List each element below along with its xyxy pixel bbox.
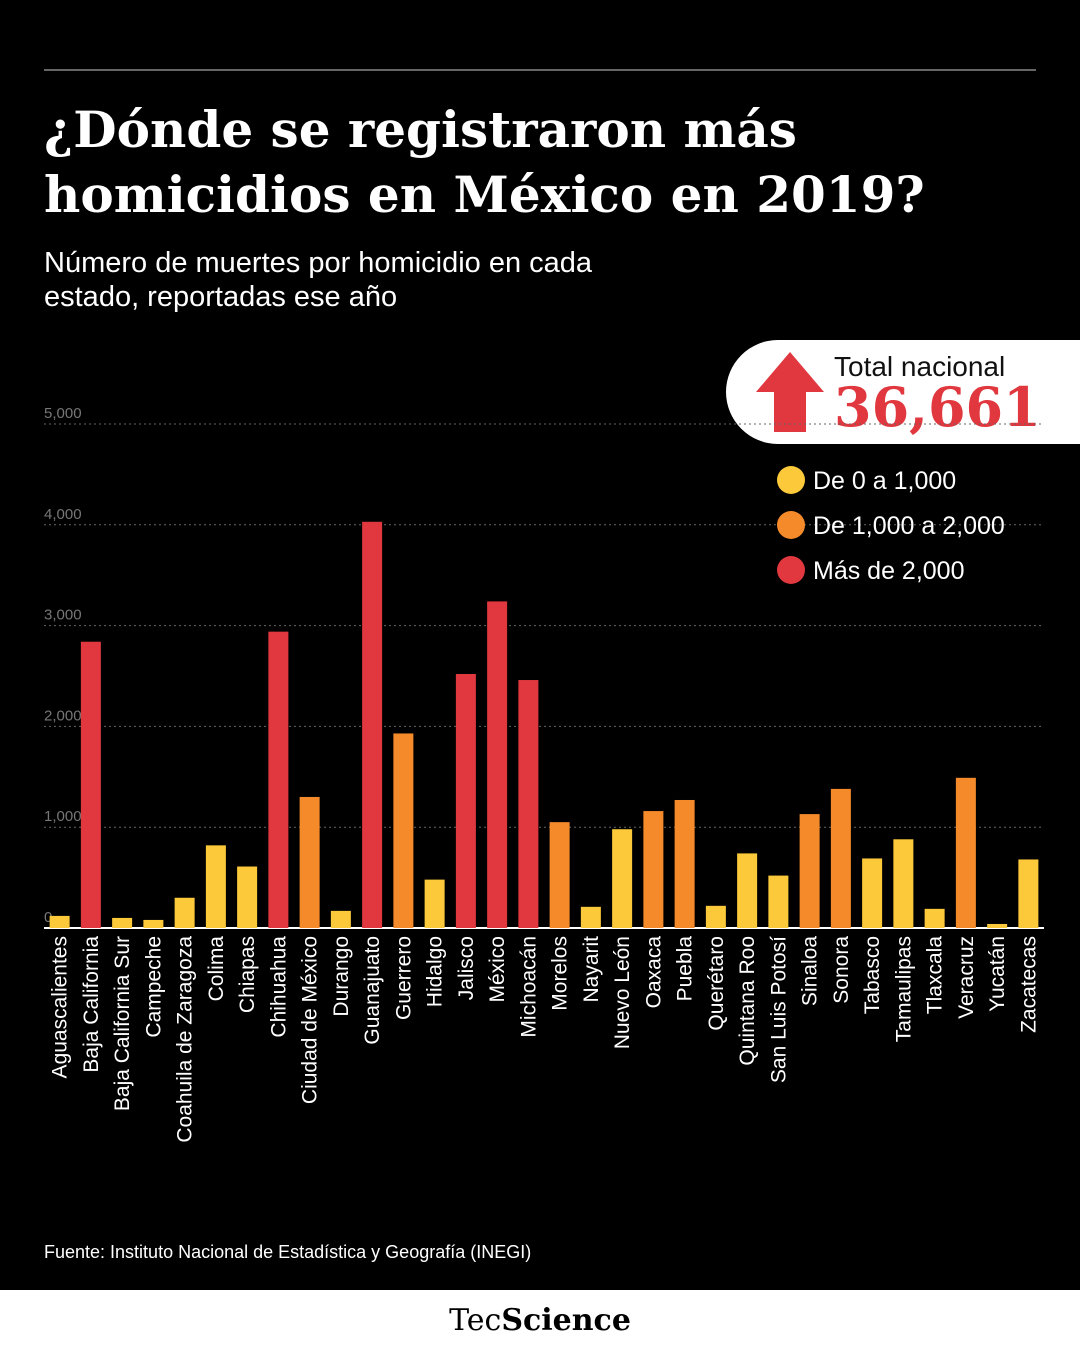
total-value: 36,661 <box>834 375 1041 439</box>
y-tick-label: 5,000 <box>44 405 82 422</box>
bar <box>830 788 851 928</box>
bar <box>424 879 445 928</box>
title-line: homicidios en México en 2019? <box>44 165 925 224</box>
x-tick-label: Jalisco <box>455 936 478 1000</box>
source: Fuente: Instituto Nacional de Estadístic… <box>44 1242 531 1262</box>
bar <box>862 858 883 928</box>
y-tick-label: 0 <box>44 909 52 926</box>
x-tick-label: Zacatecas <box>1017 936 1040 1033</box>
bar <box>924 908 945 928</box>
y-tick-label: 1,000 <box>44 808 82 825</box>
bar <box>674 799 695 928</box>
bar <box>643 811 664 928</box>
x-tick-label: Coahuila de Zaragoza <box>174 936 197 1143</box>
bar <box>893 839 914 928</box>
bar <box>955 777 976 928</box>
x-tick-label: Sonora <box>830 936 853 1004</box>
x-tick-label: Puebla <box>674 936 697 1002</box>
bar <box>705 905 726 928</box>
legend-swatch <box>777 511 805 539</box>
y-tick-label: 3,000 <box>44 607 82 624</box>
bar <box>362 521 383 928</box>
bar <box>487 601 508 928</box>
x-tick-label: Chiapas <box>236 936 259 1013</box>
x-tick-label: San Luis Potosí <box>767 936 790 1083</box>
x-tick-label: Morelos <box>549 936 572 1011</box>
x-tick-label: Yucatán <box>986 936 1009 1012</box>
x-tick-label: Nayarit <box>580 936 603 1003</box>
bar <box>549 822 570 928</box>
x-tick-label: Aguascalientes <box>49 936 72 1078</box>
x-tick-label: Hidalgo <box>424 936 447 1007</box>
x-tick-label: México <box>486 936 509 1003</box>
bar <box>987 923 1008 928</box>
x-tick-label: Michoacán <box>517 936 540 1038</box>
x-tick-label: Chihuahua <box>267 936 290 1038</box>
legend-label: De 1,000 a 2,000 <box>813 512 1005 540</box>
y-tick-label: 2,000 <box>44 707 82 724</box>
legend-swatch <box>777 556 805 584</box>
x-tick-label: Baja California <box>80 936 103 1073</box>
bar <box>393 733 414 928</box>
bar <box>49 915 70 928</box>
x-tick-label: Guanajuato <box>361 936 384 1045</box>
brand-part: Tec <box>449 1303 501 1338</box>
title-line: ¿Dónde se registraron más <box>44 100 797 159</box>
x-tick-label: Tlaxcala <box>924 936 947 1015</box>
x-tick-label: Campeche <box>142 936 165 1038</box>
bar <box>143 919 164 928</box>
brand: TecScience <box>449 1303 631 1338</box>
bar <box>268 631 289 928</box>
x-tick-label: Sinaloa <box>799 936 822 1006</box>
legend-swatch <box>777 466 805 494</box>
bar <box>799 814 820 928</box>
x-tick-label: Nuevo León <box>611 936 634 1049</box>
bar <box>737 853 758 928</box>
bar <box>455 673 476 928</box>
bar <box>768 875 789 928</box>
bar <box>174 897 195 928</box>
total-label: Total nacional <box>834 351 1005 382</box>
total-box <box>726 340 1080 444</box>
bar <box>1018 859 1039 928</box>
bar <box>299 796 320 928</box>
x-tick-label: Guerrero <box>392 936 415 1020</box>
x-tick-label: Veracruz <box>955 936 978 1019</box>
bar <box>112 917 133 928</box>
x-tick-label: Oaxaca <box>642 936 665 1009</box>
bar <box>612 829 633 928</box>
legend-label: Más de 2,000 <box>813 557 965 585</box>
brand-part: Science <box>501 1303 631 1338</box>
x-tick-label: Durango <box>330 936 353 1017</box>
y-tick-label: 4,000 <box>44 506 82 523</box>
bar <box>80 641 101 928</box>
x-tick-label: Ciudad de México <box>299 936 322 1104</box>
x-tick-label: Tabasco <box>861 936 884 1014</box>
x-tick-label: Quintana Roo <box>736 936 759 1066</box>
subtitle-line: Número de muertes por homicidio en cada <box>44 247 593 279</box>
bar <box>237 866 258 928</box>
bar <box>205 845 226 928</box>
footer <box>0 1290 1080 1350</box>
x-tick-label: Tamaulipas <box>892 936 915 1042</box>
x-tick-label: Querétaro <box>705 936 728 1031</box>
legend-label: De 0 a 1,000 <box>813 467 956 495</box>
up-arrow <box>756 352 824 432</box>
x-tick-label: Baja California Sur <box>111 936 134 1111</box>
subtitle-line: estado, reportadas ese año <box>44 281 397 313</box>
bar <box>518 680 539 928</box>
bar <box>580 906 601 928</box>
bar <box>330 910 351 928</box>
x-tick-label: Colima <box>205 936 228 1002</box>
